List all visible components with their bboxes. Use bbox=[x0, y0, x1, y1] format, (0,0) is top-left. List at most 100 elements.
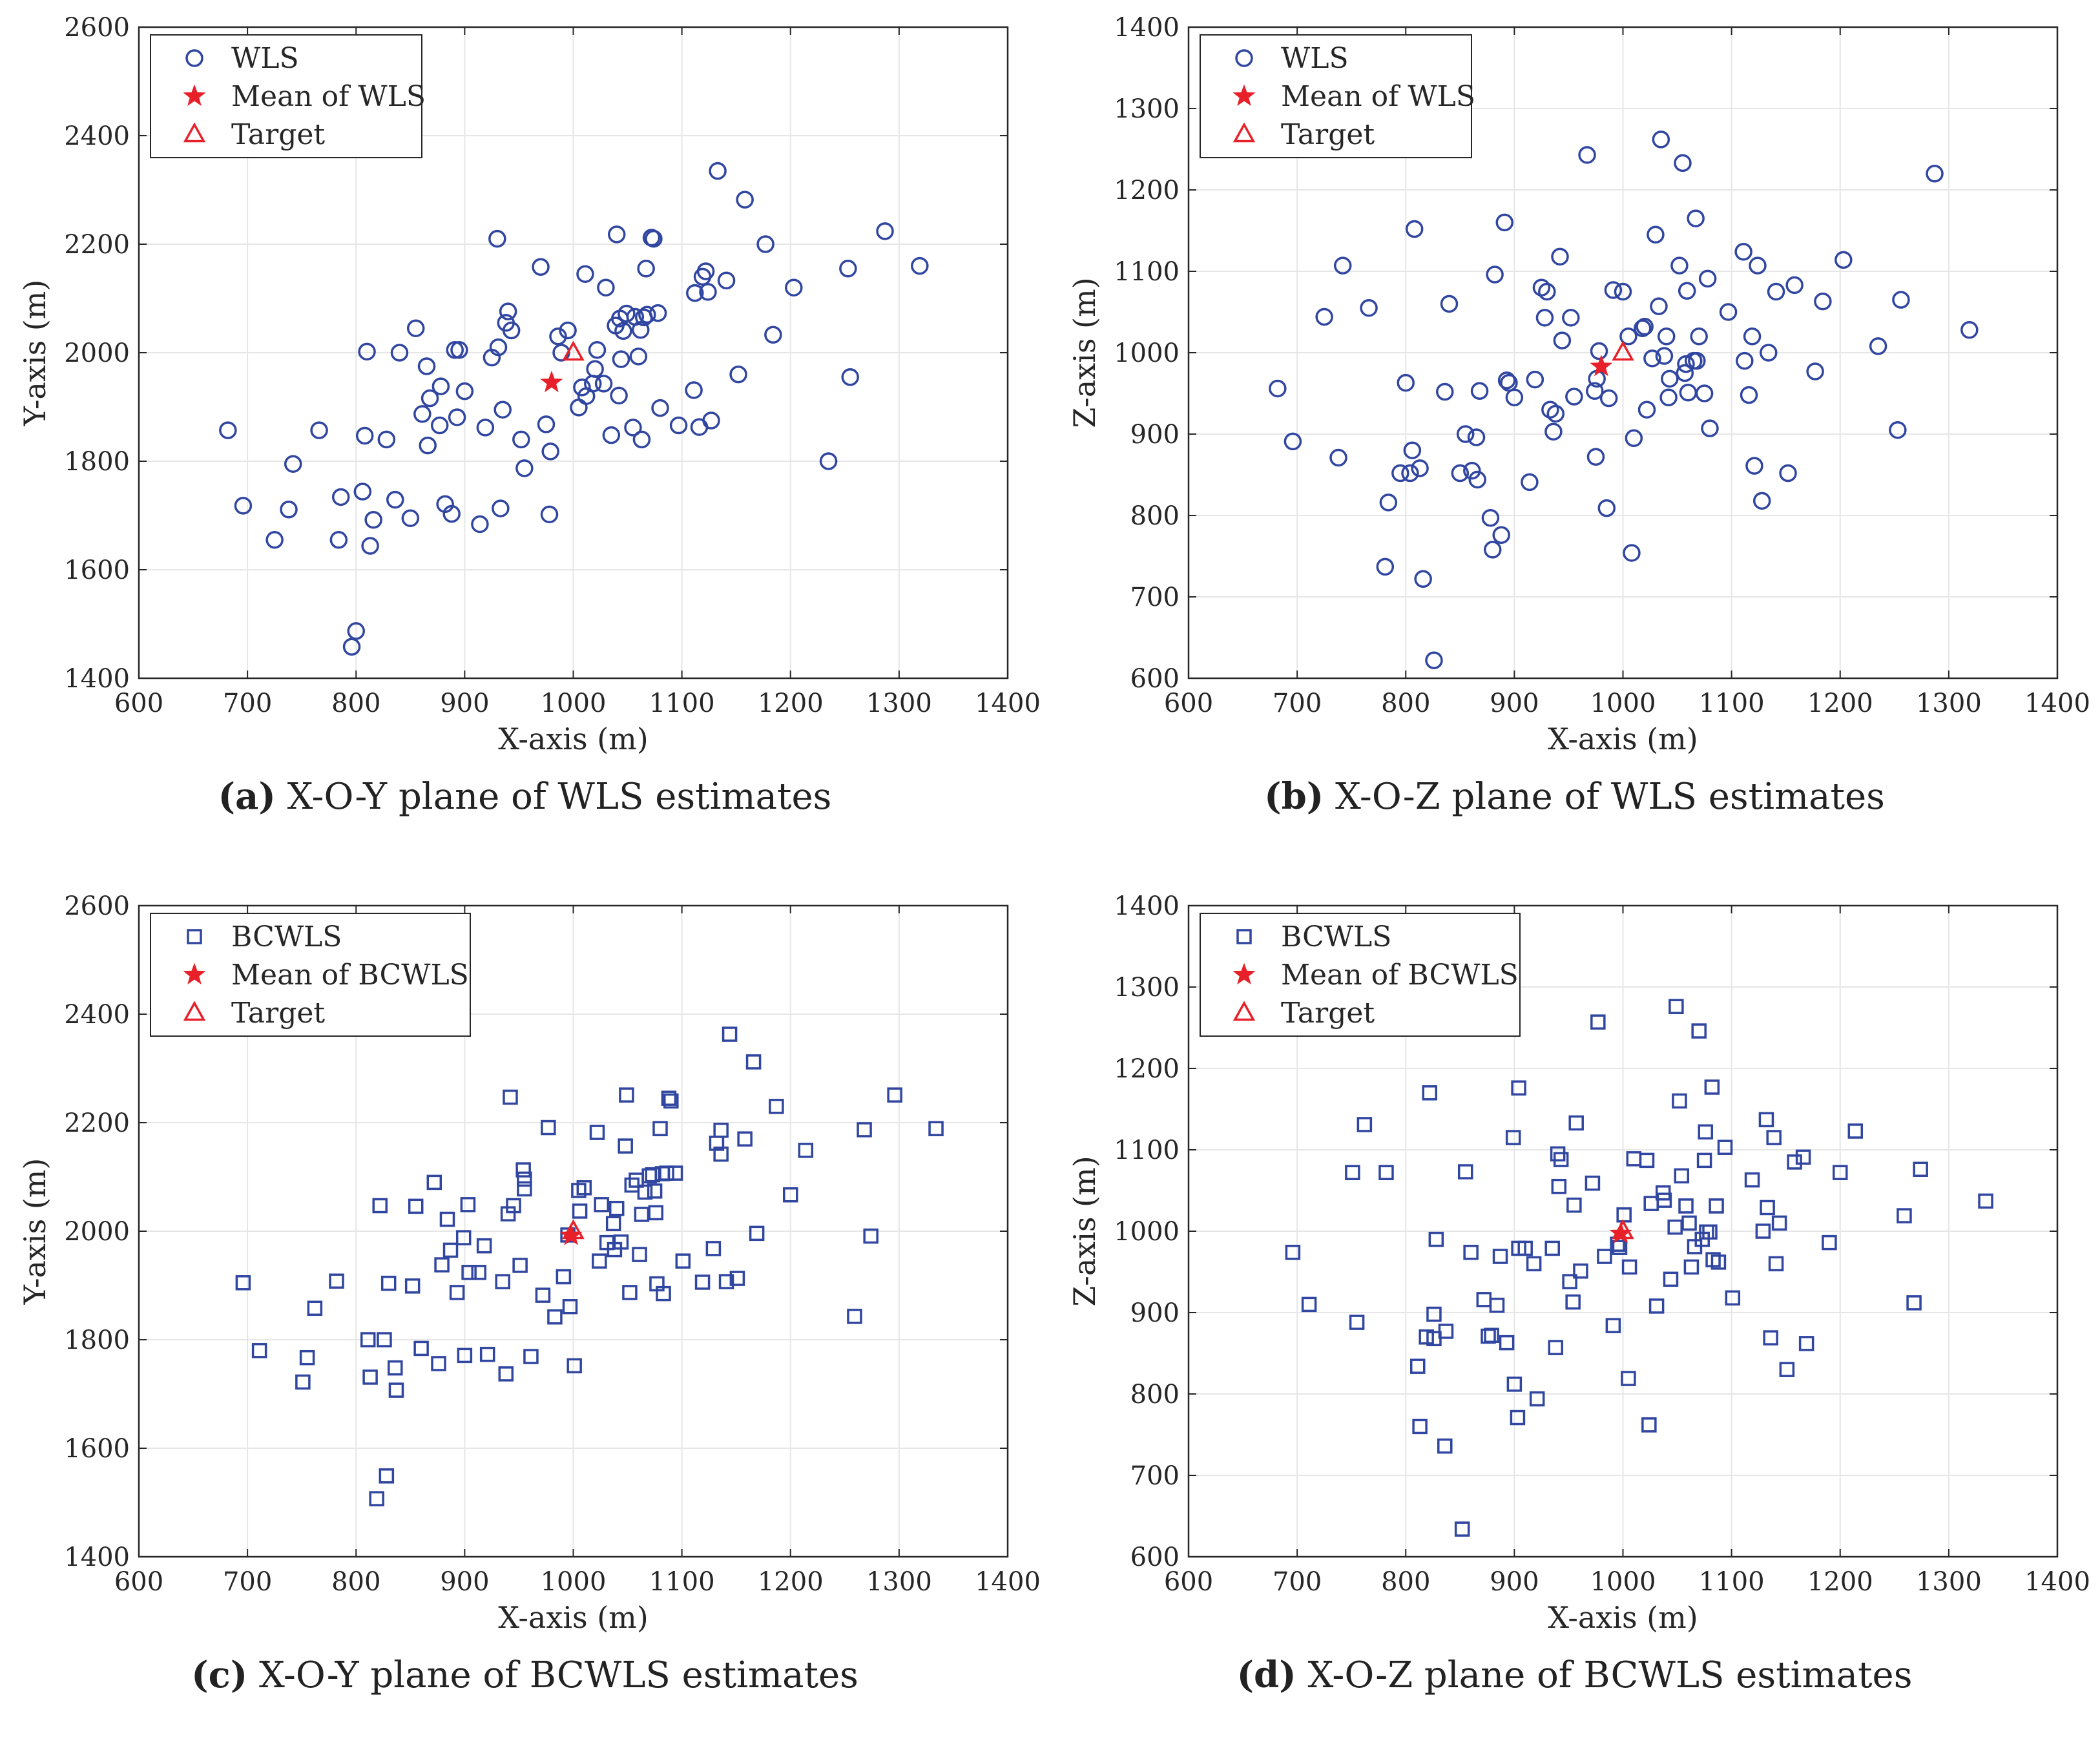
data-point bbox=[613, 1234, 629, 1250]
data-point bbox=[413, 1340, 429, 1357]
data-point bbox=[699, 283, 717, 301]
data-point bbox=[280, 501, 298, 519]
data-point bbox=[1484, 541, 1502, 559]
data-point bbox=[1505, 388, 1524, 407]
y-tick-label: 1400 bbox=[1114, 13, 1180, 43]
data-point bbox=[541, 442, 559, 461]
data-point bbox=[648, 1205, 664, 1221]
data-point bbox=[284, 455, 302, 473]
data-point bbox=[1597, 499, 1616, 517]
data-point bbox=[1847, 1123, 1864, 1139]
data-point bbox=[1623, 544, 1641, 562]
data-point bbox=[756, 235, 775, 253]
target-marker bbox=[1612, 340, 1634, 361]
data-point bbox=[503, 1089, 518, 1105]
data-point bbox=[1698, 269, 1717, 288]
legend-box bbox=[1200, 913, 1521, 1037]
data-point bbox=[1710, 1254, 1727, 1270]
data-point bbox=[329, 531, 348, 549]
data-point bbox=[455, 382, 474, 400]
y-axis-label: Y-axis (m) bbox=[17, 280, 52, 427]
data-point bbox=[495, 1274, 510, 1289]
data-point bbox=[722, 1026, 738, 1042]
data-point bbox=[632, 430, 651, 449]
data-point bbox=[1463, 1245, 1479, 1260]
data-point bbox=[541, 1119, 556, 1136]
data-point bbox=[1599, 389, 1618, 408]
x-tick-label: 700 bbox=[1273, 1567, 1322, 1597]
data-point bbox=[419, 436, 437, 455]
data-point bbox=[388, 1382, 404, 1398]
y-tick-label: 1000 bbox=[1114, 1217, 1180, 1247]
data-point bbox=[361, 537, 379, 555]
data-point bbox=[251, 1343, 267, 1358]
data-point bbox=[632, 1247, 647, 1262]
x-tick-label: 1100 bbox=[649, 689, 715, 718]
data-point bbox=[1391, 464, 1409, 483]
legend-mean-marker bbox=[183, 962, 206, 984]
data-point bbox=[1614, 282, 1632, 301]
data-point bbox=[669, 416, 688, 435]
data-point bbox=[769, 1099, 784, 1114]
y-axis-label: Y-axis (m) bbox=[17, 1158, 52, 1305]
chart-a: 600 700 800 900 1000 1100 1200 1300 1400 1400 1600… bbox=[17, 13, 1041, 756]
data-point bbox=[342, 638, 361, 656]
data-point bbox=[1814, 292, 1832, 311]
data-point bbox=[783, 1187, 798, 1203]
data-point bbox=[1892, 291, 1910, 309]
data-point bbox=[1663, 1271, 1679, 1287]
data-point bbox=[1763, 1330, 1778, 1346]
legend-series-marker bbox=[1235, 49, 1253, 67]
x-tick-label: 800 bbox=[331, 1567, 380, 1597]
data-point bbox=[1541, 400, 1559, 419]
data-point bbox=[1626, 1151, 1642, 1167]
data-point bbox=[1349, 1315, 1365, 1330]
data-point bbox=[675, 1253, 691, 1269]
data-point bbox=[1667, 1219, 1683, 1235]
data-point bbox=[1612, 1240, 1628, 1255]
y-tick-label: 1400 bbox=[64, 1543, 130, 1572]
x-tick-label: 600 bbox=[114, 1567, 163, 1597]
data-point bbox=[556, 1269, 572, 1285]
data-point bbox=[819, 452, 838, 470]
data-point bbox=[1889, 421, 1907, 439]
y-tick-label: 1000 bbox=[1114, 338, 1180, 368]
data-point bbox=[876, 222, 894, 240]
data-point bbox=[624, 419, 642, 437]
data-point bbox=[537, 415, 556, 433]
data-point bbox=[631, 320, 650, 339]
data-point bbox=[1647, 225, 1665, 244]
x-tick-label: 600 bbox=[1164, 1567, 1213, 1597]
data-point bbox=[572, 1203, 588, 1219]
data-point bbox=[1641, 1417, 1657, 1433]
data-point bbox=[532, 258, 550, 276]
data-point bbox=[686, 284, 704, 302]
data-point bbox=[729, 365, 747, 384]
legend-target-marker bbox=[183, 122, 206, 143]
data-point bbox=[1510, 1409, 1526, 1426]
data-point bbox=[576, 1180, 592, 1196]
data-point bbox=[1467, 428, 1486, 446]
data-point bbox=[1619, 327, 1637, 346]
data-point bbox=[388, 1360, 403, 1376]
data-point bbox=[1468, 470, 1486, 489]
data-point bbox=[1495, 213, 1513, 232]
data-point bbox=[449, 1285, 465, 1300]
data-point bbox=[1329, 448, 1347, 467]
data-point bbox=[1499, 1335, 1515, 1351]
data-point bbox=[1652, 130, 1670, 149]
data-point bbox=[649, 304, 667, 322]
data-point bbox=[523, 1349, 539, 1364]
data-point bbox=[1566, 1197, 1582, 1213]
data-point bbox=[1674, 1168, 1690, 1184]
data-point bbox=[1535, 309, 1554, 327]
data-point bbox=[1492, 526, 1510, 544]
data-point bbox=[624, 1177, 640, 1193]
caption-c: (c) X-O-Y plane of BCWLS estimates bbox=[191, 1654, 858, 1696]
data-point bbox=[1704, 1079, 1720, 1095]
data-point bbox=[1428, 1231, 1444, 1247]
data-point bbox=[1597, 1249, 1612, 1264]
data-point bbox=[1869, 337, 1887, 355]
y-tick-label: 1800 bbox=[64, 447, 130, 477]
x-tick-label: 600 bbox=[1164, 689, 1213, 718]
